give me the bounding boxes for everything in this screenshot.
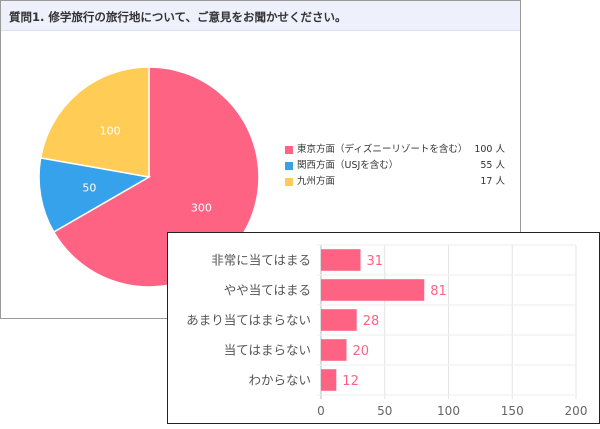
legend-count: 100 人 [474, 144, 505, 155]
question-header: 質問1. 修学旅行の旅行地について、ご意見をお聞かせください。 [1, 1, 520, 31]
bar-chart: 0 50 100 150 200 非常に当てはまる 31 やや当てはまる 81 あまり当てはまらな… [186, 244, 588, 418]
x-tick-label: 0 [317, 404, 325, 418]
category-label: 非常に当てはまる [211, 253, 311, 268]
bar [321, 309, 357, 331]
legend-count: 55 人 [480, 160, 505, 171]
x-tick-label: 50 [377, 404, 392, 418]
category-label: やや当てはまる [224, 283, 311, 298]
bar [321, 369, 337, 391]
bar-chart-card: 0 50 100 150 200 非常に当てはまる 31 やや当てはまる 81 あまり当てはまらな… [167, 232, 600, 424]
bar [321, 339, 347, 361]
bar-value-label: 28 [363, 314, 380, 329]
legend-count: 17 人 [480, 176, 505, 187]
legend-swatch [285, 162, 293, 170]
pie-chart-card: 質問1. 修学旅行の旅行地について、ご意見をお聞かせください。 300 50 100… [0, 0, 521, 319]
legend-label: 関西方面（USJを含む） [297, 160, 399, 171]
pie-slice [52, 66, 260, 288]
bar-value-label: 12 [342, 374, 359, 389]
pie-slice-label: 50 [82, 182, 96, 195]
bar [321, 279, 425, 301]
legend-item: 九州方面 17 人 [285, 175, 505, 189]
legend-label: 東京方面（ディズニーリゾートを含む） [297, 144, 468, 155]
legend-label: 九州方面 [297, 176, 336, 187]
category-label: 当てはまらない [224, 343, 311, 358]
legend-item: 関西方面（USJを含む） 55 人 [285, 159, 505, 173]
x-tick-label: 150 [501, 404, 524, 418]
legend-item: 東京方面（ディズニーリゾートを含む） 100 人 [285, 143, 505, 157]
legend-swatch [285, 178, 293, 186]
category-label: わからない [248, 373, 311, 388]
pie-slice-label: 100 [100, 125, 121, 138]
bar-value-label: 81 [430, 284, 447, 299]
bar-value-label: 20 [353, 344, 370, 359]
x-tick-label: 200 [565, 404, 588, 418]
pie-slice [38, 157, 152, 234]
category-label: あまり当てはまらない [186, 313, 311, 328]
question-title: 質問1. 修学旅行の旅行地について、ご意見をお聞かせください。 [9, 10, 347, 24]
pie-chart: 300 50 100 [38, 66, 260, 288]
pie-legend: 東京方面（ディズニーリゾートを含む） 100 人関西方面（USJを含む） 55 人九… [285, 143, 505, 191]
bar [321, 249, 361, 271]
x-tick-label: 100 [437, 404, 460, 418]
pie-slice-label: 300 [191, 201, 212, 214]
legend-swatch [285, 146, 293, 154]
pie-slice [39, 66, 150, 178]
bar-value-label: 31 [367, 254, 384, 269]
